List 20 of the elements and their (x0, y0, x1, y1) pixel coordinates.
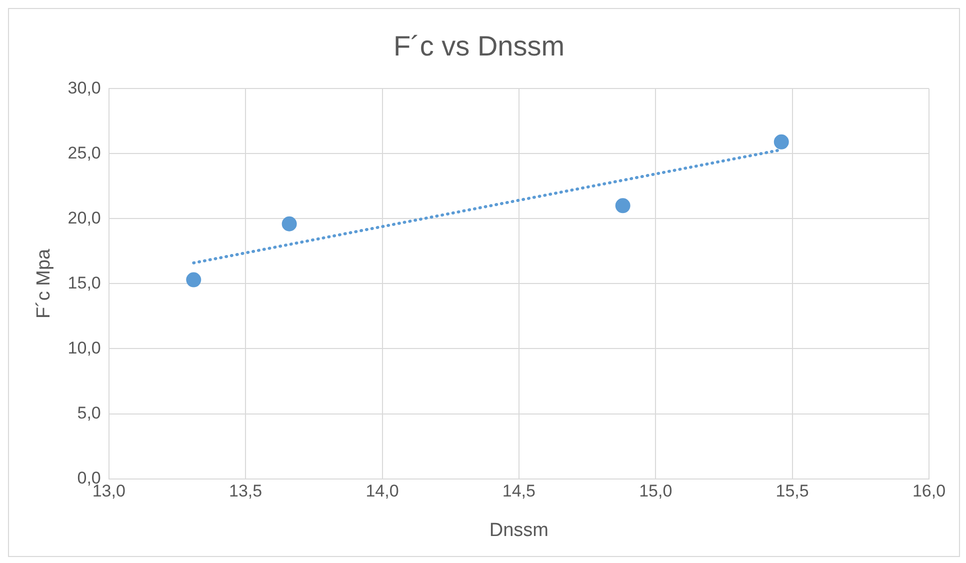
chart-title: F´c vs Dnssm (393, 30, 565, 62)
point (615, 198, 630, 214)
y-tick-label: 25,0 (68, 143, 101, 162)
point (186, 272, 202, 288)
x-tick-label: 14,0 (366, 482, 399, 501)
y-axis-title: F´c Mpa (34, 248, 55, 319)
y-tick-label: 15,0 (68, 273, 101, 292)
point (282, 216, 297, 232)
y-tick-label: 5,0 (77, 403, 101, 422)
x-tick-label: 15,0 (639, 482, 672, 501)
x-tick-label: 14,5 (502, 482, 536, 501)
x-tick-label: 16,0 (912, 482, 946, 501)
y-tick-label: 20,0 (68, 208, 101, 228)
y-tick-label: 10,0 (68, 338, 101, 358)
y-tick-label: 30,0 (68, 78, 101, 98)
y-tick-label: 0,0 (77, 468, 101, 488)
x-tick-label: 15,5 (776, 482, 809, 501)
x-tick-label: 13,5 (229, 482, 262, 501)
point (774, 134, 789, 150)
x-axis-title: Dnssm (489, 520, 549, 541)
